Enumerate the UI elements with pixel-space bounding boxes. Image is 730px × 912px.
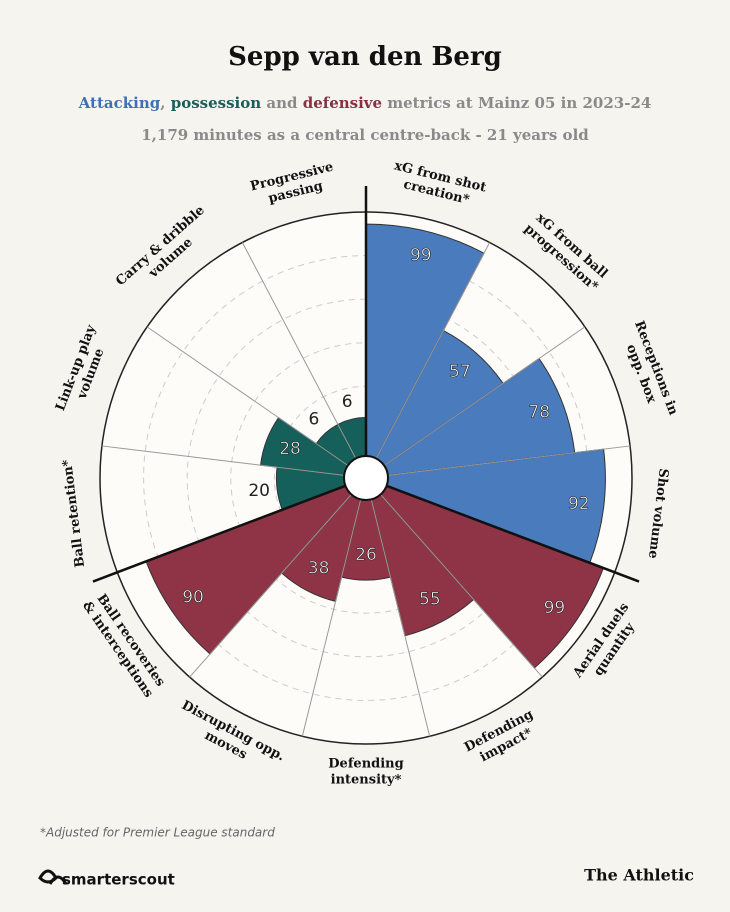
value-label: 99 <box>544 598 566 618</box>
center-hole <box>343 455 389 501</box>
subtitle-part: defensive <box>303 94 382 112</box>
slice-divider <box>380 494 543 678</box>
footnote: *Adjusted for Premier League standard <box>40 826 275 840</box>
slice-divider <box>301 499 362 737</box>
slice-divider <box>101 445 345 476</box>
subtitle-part: and <box>261 94 303 112</box>
source-logo <box>38 869 68 885</box>
group-divider <box>92 484 346 583</box>
bar <box>145 477 367 655</box>
value-label: 55 <box>419 590 441 610</box>
slice-divider <box>370 499 431 737</box>
slice-divider <box>383 326 586 466</box>
value-label: 90 <box>182 587 204 607</box>
bar <box>365 477 605 669</box>
slice-divider <box>241 242 357 459</box>
category-label-line: Ball retention* <box>60 458 88 568</box>
subtitle-part: metrics at Mainz 05 in 2023-24 <box>382 94 651 112</box>
slice-divider <box>146 326 349 466</box>
subtitle-part: Attacking <box>78 94 161 112</box>
value-label: 28 <box>279 439 301 459</box>
category-label: Shot volume <box>645 468 671 560</box>
value-label: 38 <box>308 558 330 578</box>
value-label: 26 <box>355 545 377 565</box>
publisher: The Athletic <box>584 866 694 885</box>
value-label: 78 <box>528 402 550 422</box>
value-label: 57 <box>449 362 471 382</box>
source: smarterscout <box>62 871 175 889</box>
category-label-line: intensity* <box>331 773 402 788</box>
chart-subtitle: Attacking, possession and defensive metr… <box>78 94 652 112</box>
category-label-line: Shot volume <box>645 468 671 560</box>
category-label-line: Defending <box>328 757 403 772</box>
bar <box>365 448 606 564</box>
group-divider <box>386 484 640 583</box>
subtitle-part: possession <box>171 94 262 112</box>
chart-title: Sepp van den Berg <box>228 42 502 72</box>
subtitle-part: , <box>160 94 170 112</box>
category-label: Ball retention* <box>60 458 88 568</box>
value-label: 99 <box>410 246 432 266</box>
slice-divider <box>387 445 631 476</box>
value-label: 92 <box>568 494 590 514</box>
value-label: 6 <box>309 409 320 429</box>
chart-subtitle-2: 1,179 minutes as a central centre-back -… <box>141 126 589 144</box>
slice-divider <box>189 494 352 678</box>
bar <box>365 357 576 479</box>
value-label: 20 <box>248 481 270 501</box>
slice-divider <box>375 242 491 459</box>
value-label: 6 <box>342 392 353 412</box>
bar <box>365 223 485 479</box>
